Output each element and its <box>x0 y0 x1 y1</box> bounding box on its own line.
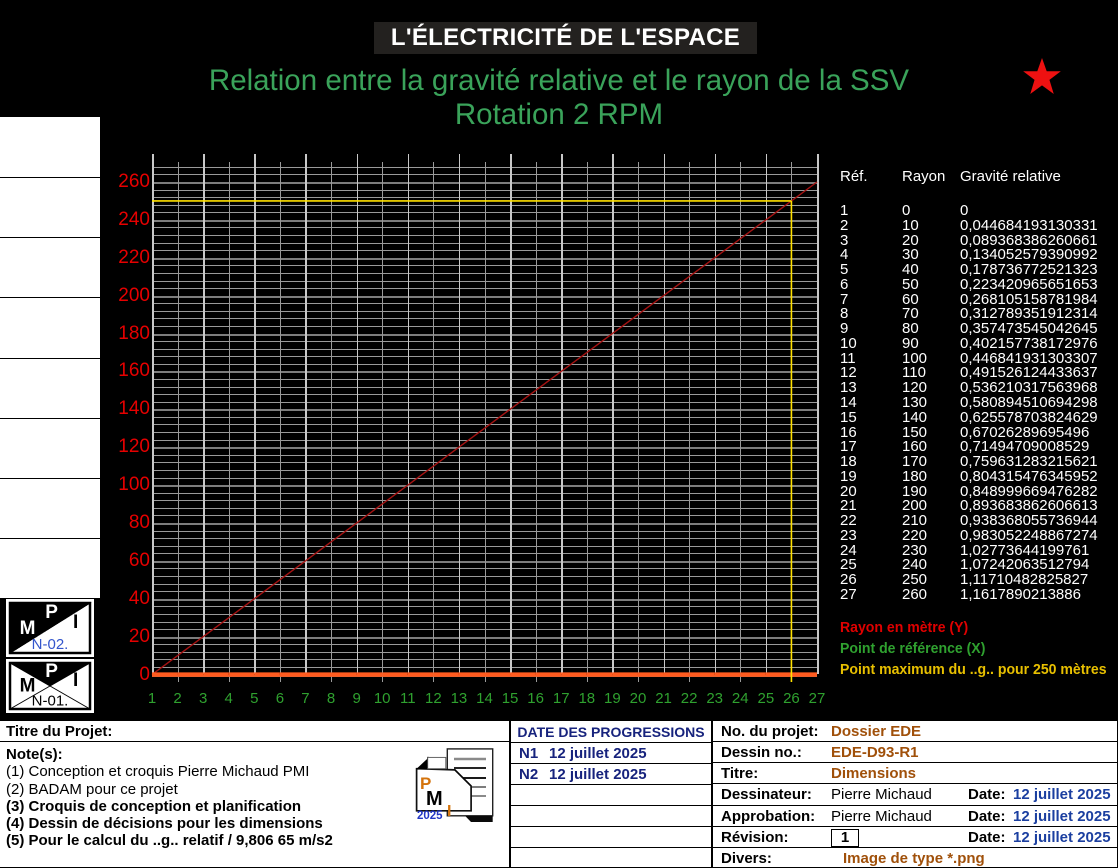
svg-text:I: I <box>73 670 78 691</box>
svg-text:N-02.: N-02. <box>32 636 69 653</box>
svg-text:N-01.: N-01. <box>32 692 69 709</box>
svg-text:P: P <box>45 602 58 623</box>
svg-text:I: I <box>73 612 78 633</box>
svg-text:2025: 2025 <box>417 810 443 822</box>
svg-text:P: P <box>45 661 58 682</box>
svg-text:M: M <box>426 788 443 810</box>
svg-text:I: I <box>447 803 451 820</box>
